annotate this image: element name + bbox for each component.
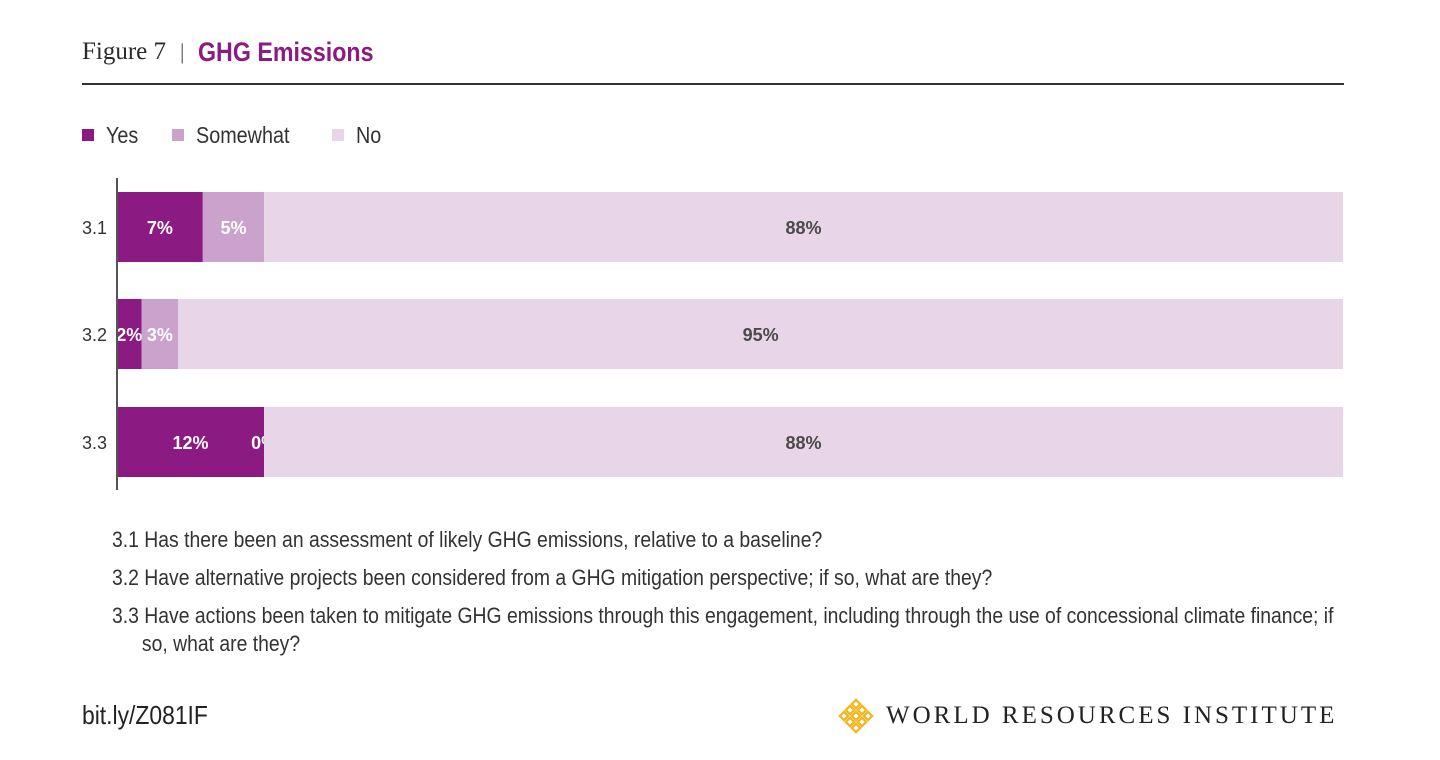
stacked-bar-chart: 3.17%5%88%3.22%3%95%3.312%0%88%: [82, 178, 1343, 490]
note-3-1: 3.1 Has there been an assessment of like…: [112, 527, 823, 552]
category-label-3-3: 3.3: [82, 433, 107, 453]
header-rule: [82, 83, 1344, 85]
logo-diamond: [838, 710, 850, 722]
bar-3-2-no: [178, 299, 1343, 369]
data-label-3-2-yes: 2%: [116, 325, 142, 345]
legend-item-no: No: [332, 122, 385, 149]
legend-swatch-no: [332, 129, 345, 141]
note-3-3: 3.3 Have actions been taken to mitigate …: [112, 603, 1334, 656]
logo-diamond: [844, 704, 856, 716]
logo-diamond: [856, 704, 868, 716]
wri-logo: WORLD RESOURCES INSTITUTE: [836, 696, 1337, 736]
bar-3-1-no: [264, 192, 1343, 262]
bar-3-2-somewhat: [141, 299, 179, 369]
category-label-3-1: 3.1: [82, 218, 107, 238]
chart-legend: Yes Somewhat No: [82, 120, 414, 150]
bar-3-1-somewhat: [202, 192, 265, 262]
wri-logo-text: WORLD RESOURCES INSTITUTE: [886, 702, 1338, 729]
legend-swatch-yes: [82, 129, 94, 141]
source-link[interactable]: bit.ly/Z081IF: [82, 700, 208, 730]
legend-label-somewhat: Somewhat: [195, 121, 289, 148]
wri-logo-icon: [838, 698, 874, 734]
legend-label-yes: Yes: [106, 121, 139, 148]
logo-diamond: [850, 698, 862, 710]
legend-item-yes: Yes: [82, 122, 144, 149]
bar-3-2-yes: [117, 299, 142, 369]
logo-diamond: [850, 722, 862, 734]
bar-3-3-no: [264, 407, 1343, 477]
figure-title: GHG Emissions: [198, 36, 374, 67]
data-label-3-1-yes: 7%: [147, 218, 173, 238]
logo-diamond: [856, 716, 868, 728]
bar-3-3-yes: [117, 407, 265, 477]
legend-item-somewhat: Somewhat: [171, 121, 305, 149]
data-label-3-2-no: 95%: [743, 325, 779, 345]
logo-diamond: [844, 716, 856, 728]
data-label-3-1-somewhat: 5%: [220, 218, 246, 238]
figure-header: Figure 7 | GHG Emissions: [82, 30, 403, 74]
legend-label-no: No: [356, 121, 382, 148]
question-notes: 3.1 Has there been an assessment of like…: [112, 526, 1352, 668]
data-label-3-3-no: 88%: [786, 433, 822, 453]
logo-diamond: [850, 710, 862, 722]
data-label-3-3-yes: 12%: [173, 433, 209, 453]
legend-swatch-somewhat: [171, 129, 184, 141]
category-label-3-2: 3.2: [82, 325, 107, 345]
data-label-3-1-no: 88%: [786, 218, 822, 238]
figure-label: Figure 7: [82, 38, 167, 65]
data-label-3-2-somewhat: 3%: [147, 325, 173, 345]
bar-3-1-yes: [117, 192, 203, 262]
logo-diamond: [862, 710, 874, 722]
figure-separator: |: [180, 39, 185, 64]
note-3-2: 3.2 Have alternative projects been consi…: [112, 565, 993, 590]
